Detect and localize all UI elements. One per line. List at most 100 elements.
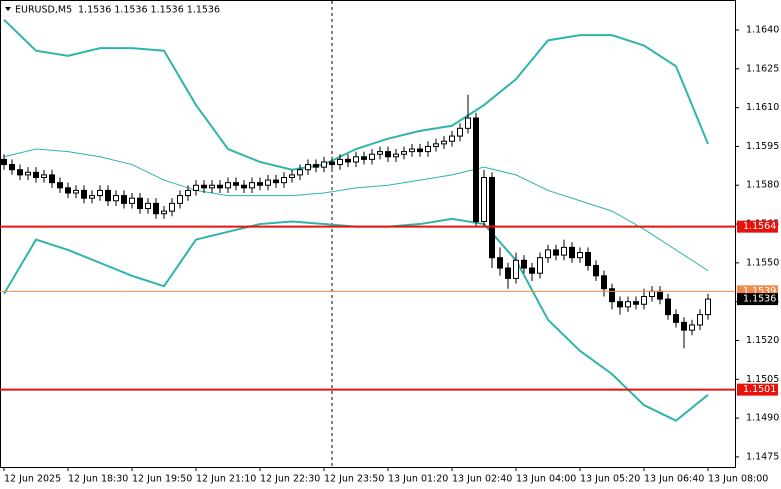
candle-body [657,290,663,300]
candle-body [537,257,543,274]
candle-body [697,314,703,326]
price-level-tag [737,383,778,396]
candle-body [281,176,287,184]
candle-body [65,187,71,194]
candle-body [361,156,367,160]
price-level-label: 1.1501 [743,384,776,395]
candle-body [633,301,639,305]
candle-body [553,249,559,256]
candle-body [417,148,423,153]
candle-body [169,202,175,212]
candle-body [457,127,463,137]
candle-body [249,182,255,189]
candle-body [185,189,191,197]
candle-body [561,246,567,256]
chart-subtitle: 1.1536 1.1536 1.1536 1.1536 [78,5,220,16]
candle-body [9,164,15,171]
x-tick-label: 13 Jun 04:00 [516,474,576,485]
candle-body [521,259,527,269]
candle-body [681,321,687,331]
candle-body [0,158,7,166]
candle-body [377,151,383,155]
candle-body [401,151,407,155]
candle-body [593,264,599,277]
candle-body [137,197,143,210]
price-level-label: 1.1564 [743,221,776,232]
candle-body [289,174,295,178]
x-tick-label: 13 Jun 08:00 [708,474,768,485]
candle-body [617,301,623,308]
candle-body [105,189,111,202]
candle-body [49,174,55,184]
candle-body [649,290,655,297]
last-price-label: 1.1536 [743,294,776,305]
candle-body [25,171,31,176]
candle-body [209,184,215,189]
y-tick-label: 1.1520 [746,335,779,346]
price-level-label: 1.1539 [743,286,776,297]
candle-body [73,189,79,194]
menu-arrow[interactable] [5,7,11,11]
candle-body [569,246,575,259]
candle-body [473,117,479,222]
candle-body [489,176,495,259]
y-tick-label: 1.1580 [746,180,779,191]
candle-body [33,171,39,178]
candle-body [201,184,207,189]
candle-body [321,161,327,168]
candle-body [529,267,535,274]
candle-body [313,164,319,168]
x-tick-label: 12 Jun 21:10 [196,474,256,485]
candle-body [513,259,519,279]
candle-body [177,195,183,204]
candle-body [329,161,335,166]
candle-body [641,295,647,305]
candle-body [505,267,511,279]
candle-body [385,151,391,158]
y-tick-label: 1.1625 [746,63,779,74]
candle-body [265,179,271,186]
candle-body [497,257,503,269]
candle-body [305,164,311,171]
candle-body [673,314,679,323]
candle-body [353,156,359,163]
y-tick-label: 1.1550 [746,257,779,268]
x-tick-label: 13 Jun 02:40 [452,474,512,485]
candle-body [545,249,551,259]
x-tick-label: 12 Jun 2025 [4,474,61,485]
plot-frame [0,0,736,468]
x-tick-label: 12 Jun 18:30 [68,474,128,485]
x-tick-label: 12 Jun 19:50 [132,474,192,485]
candle-body [705,298,711,316]
y-tick-label: 1.1595 [746,141,779,152]
chart-title: EURUSD,M5 [15,5,72,16]
candle-body [233,182,239,186]
candle-body [449,135,455,142]
candle-body [217,184,223,189]
candle-body [153,202,159,215]
candle-body [121,195,127,204]
candle-body [577,252,583,259]
bollinger-band [3,18,709,171]
x-tick-label: 12 Jun 22:30 [260,474,320,485]
candle-body [601,275,607,290]
x-tick-label: 13 Jun 06:40 [644,474,704,485]
candle-body [585,252,591,266]
candle-body [369,153,375,160]
candle-body [609,288,615,303]
candle-body [81,189,87,199]
candle-body [665,298,671,316]
y-tick-label: 1.1610 [746,102,779,113]
y-tick-label: 1.1640 [746,25,779,36]
candle-body [161,210,167,215]
candle-body [481,176,487,222]
candle-body [89,195,95,199]
y-tick-label: 1.1490 [746,413,779,424]
last-price-tag [737,293,778,306]
candle-body [441,140,447,145]
y-tick-label: 1.1475 [746,451,779,462]
y-tick-label: 1.1505 [746,374,779,385]
candle-body [257,182,263,186]
candle-body [41,174,47,178]
